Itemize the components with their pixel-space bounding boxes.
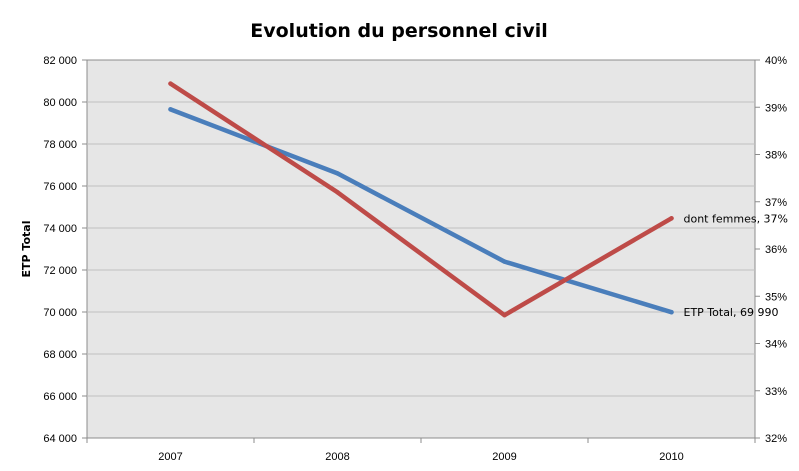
left-axis-tick-label: 72 000 xyxy=(43,265,77,277)
data-point xyxy=(335,190,340,195)
x-axis-tick-label: 2007 xyxy=(158,451,182,463)
grid-lines xyxy=(87,101,755,397)
series-layer xyxy=(168,81,674,318)
right-axis-tick-label: 40% xyxy=(765,55,787,67)
data-point xyxy=(669,216,674,221)
data-point xyxy=(335,171,340,176)
x-axis-tick-label: 2009 xyxy=(492,451,516,463)
x-axis-tick-label: 2008 xyxy=(325,451,349,463)
chart-title: Evolution du personnel civil xyxy=(250,20,547,42)
right-axis-tick-label: 36% xyxy=(765,244,787,256)
left-axis-tick-label: 76 000 xyxy=(43,181,77,193)
left-y-axis: 64 000 66 000 68 000 70 000 72 000 74 000 76 0… xyxy=(43,55,87,445)
left-axis-tick-label: 82 000 xyxy=(43,55,77,67)
data-labels: ETP Total, 69 990 dont femmes, 37% xyxy=(684,212,789,319)
plot-area xyxy=(86,59,756,439)
left-axis-tick-label: 80 000 xyxy=(43,97,77,109)
data-point xyxy=(669,310,674,315)
left-axis-tick-label: 68 000 xyxy=(43,349,77,361)
left-axis-tick-label: 78 000 xyxy=(43,139,77,151)
series-end-label: dont femmes, 37% xyxy=(684,212,789,225)
x-axis: 2007 2008 2009 2010 xyxy=(86,438,756,463)
data-point xyxy=(168,107,173,112)
x-axis-tick-label: 2010 xyxy=(659,451,683,463)
right-axis-tick-label: 33% xyxy=(765,386,787,398)
series-line-dont-femmes xyxy=(168,81,674,318)
y-axis-title: ETP Total xyxy=(20,221,33,278)
right-axis-tick-label: 35% xyxy=(765,291,787,303)
right-axis-tick-label: 38% xyxy=(765,150,787,162)
right-y-axis: 32% 33% 34% 35% 36% 37% 38% 39% 40% xyxy=(755,55,787,445)
data-point xyxy=(168,81,173,86)
series-end-label: ETP Total, 69 990 xyxy=(684,306,779,319)
right-axis-tick-label: 34% xyxy=(765,339,787,351)
left-axis-tick-label: 70 000 xyxy=(43,307,77,319)
right-axis-tick-label: 32% xyxy=(765,433,787,445)
series-line-etp-total xyxy=(168,107,674,315)
right-axis-tick-label: 37% xyxy=(765,197,787,209)
left-axis-tick-label: 74 000 xyxy=(43,223,77,235)
data-point xyxy=(502,259,507,264)
left-axis-tick-label: 64 000 xyxy=(43,433,77,445)
left-axis-tick-label: 66 000 xyxy=(43,391,77,403)
data-point xyxy=(502,312,507,318)
right-axis-tick-label: 39% xyxy=(765,102,787,114)
